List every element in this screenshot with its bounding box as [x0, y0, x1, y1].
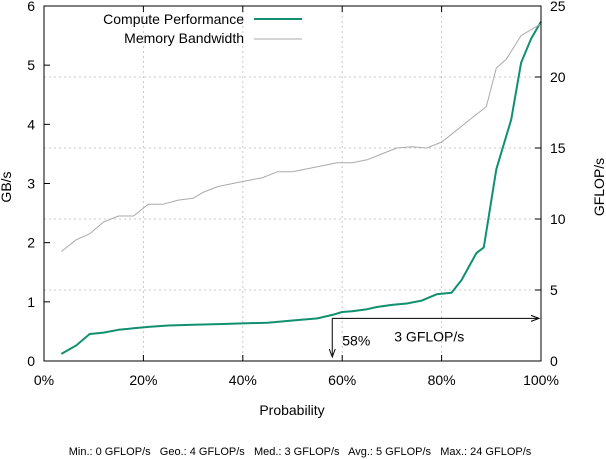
y-left-tick-label: 3 — [27, 176, 35, 192]
series-line-memory — [61, 23, 542, 252]
series-line-compute — [60, 21, 542, 355]
legend-label-memory: Memory Bandwidth — [124, 30, 244, 46]
y-left-tick-label: 4 — [27, 116, 35, 132]
median-percent-label: 58% — [342, 332, 370, 348]
y-right-tick-label: 25 — [550, 0, 566, 14]
median-arrow-down — [328, 348, 336, 359]
legend-label-compute: Compute Performance — [103, 11, 244, 27]
y-right-tick-label: 20 — [550, 69, 566, 85]
y-right-tick-label: 15 — [550, 140, 566, 156]
x-tick-label: 60% — [328, 372, 356, 388]
median-value-label: 3 GFLOP/s — [394, 328, 464, 344]
y-left-tick-label: 0 — [27, 353, 35, 369]
y-right-tick-label: 10 — [550, 211, 566, 227]
plot-frame — [43, 5, 542, 362]
y-axis-right-label: GFLOP/s — [591, 158, 606, 216]
x-tick-label: 0% — [34, 372, 54, 388]
x-tick-label: 100% — [523, 372, 559, 388]
x-axis-label: Probability — [259, 402, 324, 418]
x-tick-label: 20% — [129, 372, 157, 388]
annotation-layer: 58% 3 GFLOP/s — [328, 314, 541, 359]
stats-summary: Min.: 0 GFLOP/s Geo.: 4 GFLOP/s Med.: 3 … — [69, 446, 532, 458]
grid-lines — [44, 6, 541, 361]
legend: Compute Performance Memory Bandwidth — [103, 11, 302, 46]
y-right-tick-label: 0 — [550, 353, 558, 369]
y-left-tick-label: 1 — [27, 294, 35, 310]
x-tick-label: 40% — [229, 372, 257, 388]
y-right-tick-label: 5 — [550, 282, 558, 298]
y-left-tick-label: 6 — [27, 0, 35, 14]
y-left-tick-label: 5 — [27, 57, 35, 73]
y-axis-left-label: GB/s — [0, 171, 14, 202]
y-left-tick-label: 2 — [27, 235, 35, 251]
x-tick-label: 80% — [428, 372, 456, 388]
axis-ticks: 0% 20% 40% 60% 80% 100% 0 1 2 3 4 5 6 0 5 10 15 20 25 — [27, 0, 566, 388]
median-arrow-right — [530, 314, 541, 322]
series-layer — [60, 21, 542, 355]
